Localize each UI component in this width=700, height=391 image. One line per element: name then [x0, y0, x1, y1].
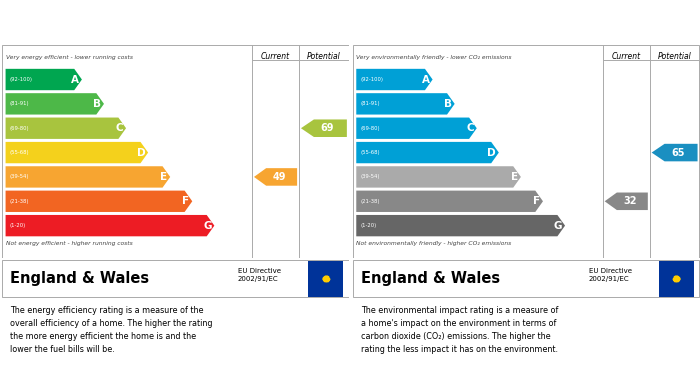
Text: (1-20): (1-20): [360, 223, 377, 228]
Text: (39-54): (39-54): [10, 174, 29, 179]
Text: (39-54): (39-54): [360, 174, 380, 179]
Text: Potential: Potential: [657, 52, 692, 61]
Text: EU Directive
2002/91/EC: EU Directive 2002/91/EC: [238, 268, 281, 282]
Text: Not environmentally friendly - higher CO₂ emissions: Not environmentally friendly - higher CO…: [356, 241, 512, 246]
Polygon shape: [356, 69, 433, 90]
Text: (1-20): (1-20): [10, 223, 26, 228]
Text: A: A: [71, 75, 79, 84]
Polygon shape: [6, 69, 82, 90]
Text: D: D: [136, 147, 146, 158]
Text: 49: 49: [272, 172, 286, 182]
Text: (69-80): (69-80): [10, 126, 29, 131]
Text: G: G: [203, 221, 211, 231]
Text: (92-100): (92-100): [10, 77, 33, 82]
Text: Very environmentally friendly - lower CO₂ emissions: Very environmentally friendly - lower CO…: [356, 55, 512, 60]
Polygon shape: [6, 215, 214, 236]
Text: B: B: [93, 99, 102, 109]
Text: D: D: [487, 147, 496, 158]
Text: Current: Current: [261, 52, 290, 61]
Polygon shape: [652, 144, 698, 161]
Text: G: G: [554, 221, 562, 231]
Text: The environmental impact rating is a measure of
a home's impact on the environme: The environmental impact rating is a mea…: [360, 307, 558, 354]
Text: Very energy efficient - lower running costs: Very energy efficient - lower running co…: [6, 55, 132, 60]
Polygon shape: [356, 118, 477, 139]
Polygon shape: [605, 192, 648, 210]
Polygon shape: [6, 93, 104, 115]
Text: 32: 32: [623, 196, 636, 206]
Bar: [308, 260, 343, 297]
Text: (81-91): (81-91): [10, 101, 29, 106]
Text: F: F: [533, 196, 540, 206]
Text: (55-68): (55-68): [10, 150, 29, 155]
Polygon shape: [301, 120, 347, 137]
Text: F: F: [183, 196, 190, 206]
Text: E: E: [160, 172, 167, 182]
Text: EU Directive
2002/91/EC: EU Directive 2002/91/EC: [589, 268, 631, 282]
Text: A: A: [422, 75, 430, 84]
Text: Environmental Impact (CO₂) Rating: Environmental Impact (CO₂) Rating: [360, 18, 580, 27]
Text: The energy efficiency rating is a measure of the
overall efficiency of a home. T: The energy efficiency rating is a measur…: [10, 307, 213, 354]
Polygon shape: [6, 166, 170, 188]
Text: England & Wales: England & Wales: [10, 271, 149, 286]
Text: Current: Current: [612, 52, 640, 61]
Polygon shape: [356, 166, 521, 188]
Polygon shape: [356, 215, 565, 236]
Text: 69: 69: [321, 123, 334, 133]
Text: 65: 65: [671, 147, 685, 158]
Text: (21-38): (21-38): [10, 199, 29, 204]
Text: Energy Efficiency Rating: Energy Efficiency Rating: [10, 18, 163, 27]
Text: Not energy efficient - higher running costs: Not energy efficient - higher running co…: [6, 241, 132, 246]
Text: (81-91): (81-91): [360, 101, 380, 106]
Text: B: B: [444, 99, 452, 109]
Text: (55-68): (55-68): [360, 150, 380, 155]
Text: (92-100): (92-100): [360, 77, 384, 82]
Text: (21-38): (21-38): [360, 199, 380, 204]
Bar: [659, 260, 694, 297]
Polygon shape: [356, 142, 499, 163]
Polygon shape: [356, 190, 543, 212]
Polygon shape: [6, 118, 126, 139]
Text: Potential: Potential: [307, 52, 341, 61]
Text: England & Wales: England & Wales: [360, 271, 500, 286]
Polygon shape: [254, 168, 297, 186]
Text: E: E: [511, 172, 518, 182]
Text: (69-80): (69-80): [360, 126, 380, 131]
Text: C: C: [466, 123, 474, 133]
Polygon shape: [356, 93, 455, 115]
Text: C: C: [116, 123, 123, 133]
Polygon shape: [6, 142, 148, 163]
Polygon shape: [6, 190, 192, 212]
